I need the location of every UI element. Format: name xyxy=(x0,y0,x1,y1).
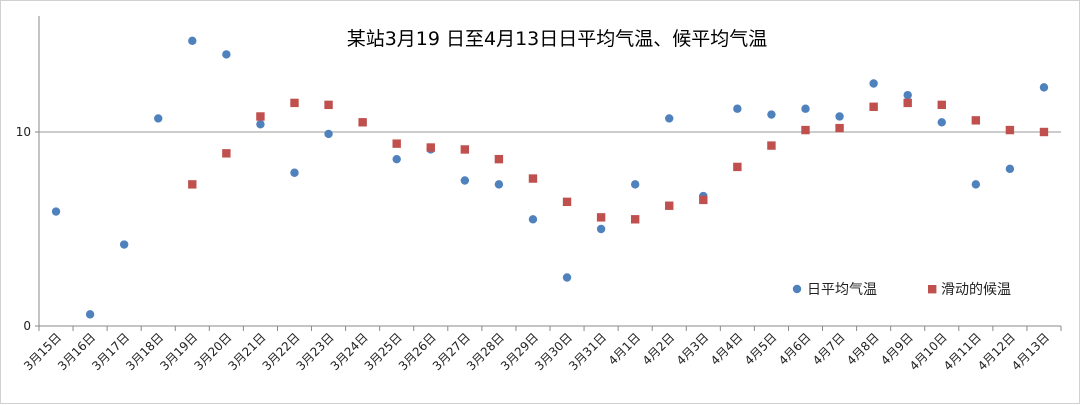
series-daily-mean xyxy=(51,36,1049,319)
data-point-pentad-mean xyxy=(801,125,810,135)
data-point-pentad-mean xyxy=(426,143,435,152)
data-point-pentad-mean xyxy=(630,215,640,224)
x-tick-label: 4月4日 xyxy=(708,330,746,368)
data-point-daily-mean xyxy=(937,118,946,127)
x-tick-label: 4月1日 xyxy=(606,330,644,368)
legend-marker-pentad-mean xyxy=(928,285,937,294)
x-tick-label: 4月8日 xyxy=(844,330,882,368)
data-point-pentad-mean xyxy=(562,197,572,207)
data-point-daily-mean xyxy=(494,180,504,189)
data-point-daily-mean xyxy=(562,273,572,282)
data-point-daily-mean xyxy=(596,224,606,234)
chart-title: 某站3月19 日至4月13日日平均气温、候平均气温 xyxy=(347,28,768,50)
data-point-pentad-mean xyxy=(835,123,844,133)
data-point-pentad-mean xyxy=(494,154,504,164)
data-point-pentad-mean xyxy=(358,118,367,127)
data-point-daily-mean xyxy=(324,129,333,139)
data-point-daily-mean xyxy=(665,114,674,123)
data-point-pentad-mean xyxy=(188,180,197,189)
data-point-pentad-mean xyxy=(528,174,538,183)
chart-axes xyxy=(35,16,1062,331)
x-tick-label: 3月31日 xyxy=(566,330,609,373)
data-point-pentad-mean xyxy=(1039,127,1049,137)
data-point-daily-mean xyxy=(119,240,129,249)
data-point-daily-mean xyxy=(460,176,470,185)
data-point-daily-mean xyxy=(733,104,742,113)
data-point-daily-mean xyxy=(85,310,95,319)
x-tick-label: 4月5日 xyxy=(742,330,780,368)
legend-label-pentad-mean: 滑动的候温 xyxy=(941,281,1011,298)
x-tick-label: 4月2日 xyxy=(640,330,678,368)
data-point-daily-mean xyxy=(767,110,776,119)
data-point-pentad-mean xyxy=(596,213,606,222)
x-tick-label: 4月13日 xyxy=(1009,330,1052,373)
legend-marker-daily-mean xyxy=(792,284,802,294)
chart-legend: 日平均气温 滑动的候温 xyxy=(792,281,1011,298)
data-point-daily-mean xyxy=(188,36,197,46)
data-point-daily-mean xyxy=(51,207,61,216)
data-point-daily-mean xyxy=(630,180,640,189)
data-point-daily-mean xyxy=(835,112,844,121)
x-tick-label: 4月7日 xyxy=(810,330,848,368)
data-point-pentad-mean xyxy=(903,98,912,108)
data-point-pentad-mean xyxy=(460,145,470,154)
data-point-daily-mean xyxy=(1005,164,1015,174)
data-point-pentad-mean xyxy=(869,102,878,111)
y-tick-label: 10 xyxy=(16,125,31,139)
data-point-pentad-mean xyxy=(222,149,231,158)
data-point-daily-mean xyxy=(528,215,538,224)
data-point-daily-mean xyxy=(971,180,981,189)
data-point-pentad-mean xyxy=(937,100,946,110)
data-point-daily-mean xyxy=(392,154,401,164)
data-point-pentad-mean xyxy=(733,162,742,172)
x-tick-label: 4月6日 xyxy=(776,330,814,368)
data-point-daily-mean xyxy=(290,168,299,177)
data-point-pentad-mean xyxy=(767,141,776,150)
data-point-daily-mean xyxy=(222,50,231,59)
data-point-pentad-mean xyxy=(665,201,674,210)
data-point-pentad-mean xyxy=(1005,125,1015,135)
x-tick-label: 4月3日 xyxy=(674,330,712,368)
data-point-pentad-mean xyxy=(971,116,981,125)
y-tick-label: 0 xyxy=(23,319,31,333)
data-point-pentad-mean xyxy=(699,195,708,205)
data-point-pentad-mean xyxy=(324,100,333,110)
data-point-daily-mean xyxy=(801,104,810,113)
y-tick-labels: 0 10 xyxy=(16,125,31,333)
data-point-pentad-mean xyxy=(290,98,299,108)
series-pentad-mean xyxy=(188,98,1049,224)
data-point-pentad-mean xyxy=(256,112,265,121)
data-point-daily-mean xyxy=(903,90,912,100)
legend-label-daily-mean: 日平均气温 xyxy=(807,282,877,298)
data-point-daily-mean xyxy=(154,114,163,123)
data-point-daily-mean xyxy=(869,79,878,88)
data-point-pentad-mean xyxy=(392,139,401,148)
data-point-daily-mean xyxy=(256,120,265,129)
x-tick-labels: 3月15日3月16日3月17日3月18日3月19日3月20日3月21日3月22日… xyxy=(21,330,1052,373)
data-point-daily-mean xyxy=(1039,83,1049,92)
